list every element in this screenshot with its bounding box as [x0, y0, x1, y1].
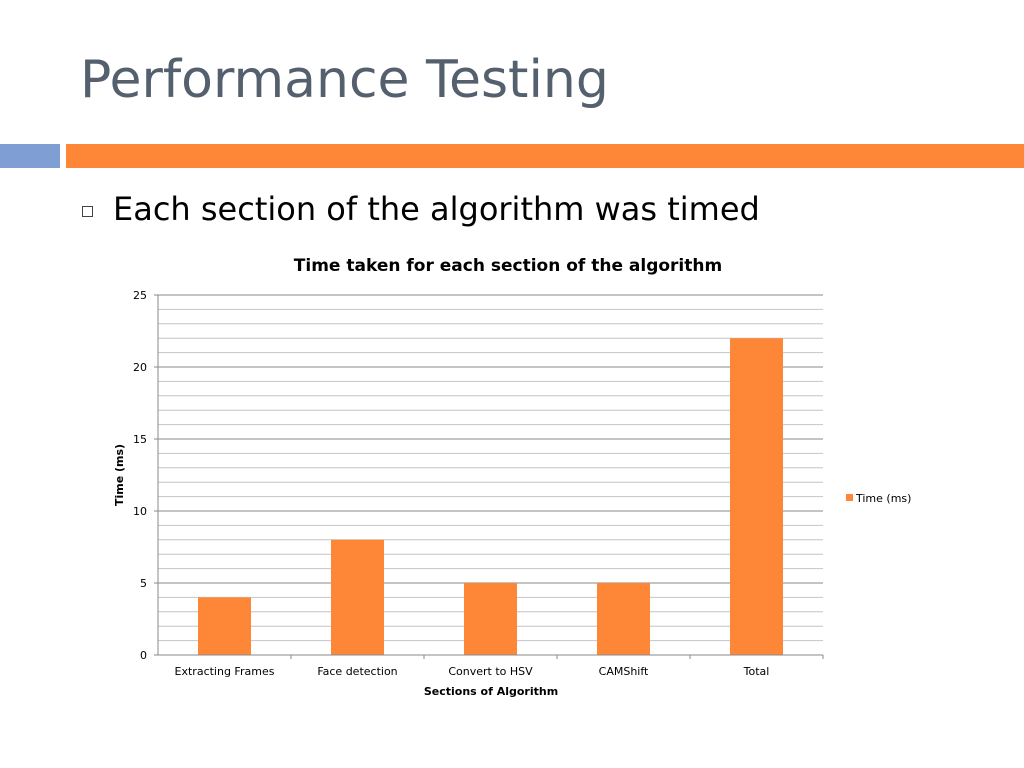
x-tick-label: Convert to HSV	[448, 665, 533, 678]
bar	[331, 539, 384, 655]
x-tick-label: Extracting Frames	[175, 665, 275, 678]
legend-swatch	[846, 494, 853, 501]
bullet-text: Each section of the algorithm was timed	[113, 190, 760, 228]
accent-bar-blue	[0, 144, 60, 168]
bar	[730, 338, 783, 655]
axes-group	[154, 294, 824, 659]
y-axis-label: Time (ms)	[113, 444, 126, 506]
x-tick-label: CAMShift	[599, 665, 649, 678]
bullet-item: Each section of the algorithm was timed	[82, 190, 760, 228]
bar	[597, 583, 650, 655]
bars-group	[198, 338, 783, 655]
bar	[198, 597, 251, 655]
y-tick-label: 20	[133, 361, 147, 374]
y-tick-label: 15	[133, 433, 147, 446]
y-tick-label: 0	[140, 649, 147, 662]
x-tick-label: Total	[743, 665, 770, 678]
bar	[464, 583, 517, 655]
legend: Time (ms)	[846, 492, 911, 505]
y-tick-label: 10	[133, 505, 147, 518]
accent-bar-orange	[66, 144, 1024, 168]
square-bullet-icon	[82, 205, 93, 217]
tick-labels: 0 5 10 15 20 25 Extracting Frames Face detectio…	[133, 289, 769, 678]
x-tick-label: Face detection	[317, 665, 397, 678]
y-tick-label: 25	[133, 289, 147, 302]
slide-title: Performance Testing	[80, 50, 609, 110]
legend-label: Time (ms)	[855, 492, 911, 505]
chart-title: Time taken for each section of the algor…	[294, 256, 722, 276]
x-axis-label: Sections of Algorithm	[424, 685, 558, 698]
y-tick-label: 5	[140, 577, 147, 590]
